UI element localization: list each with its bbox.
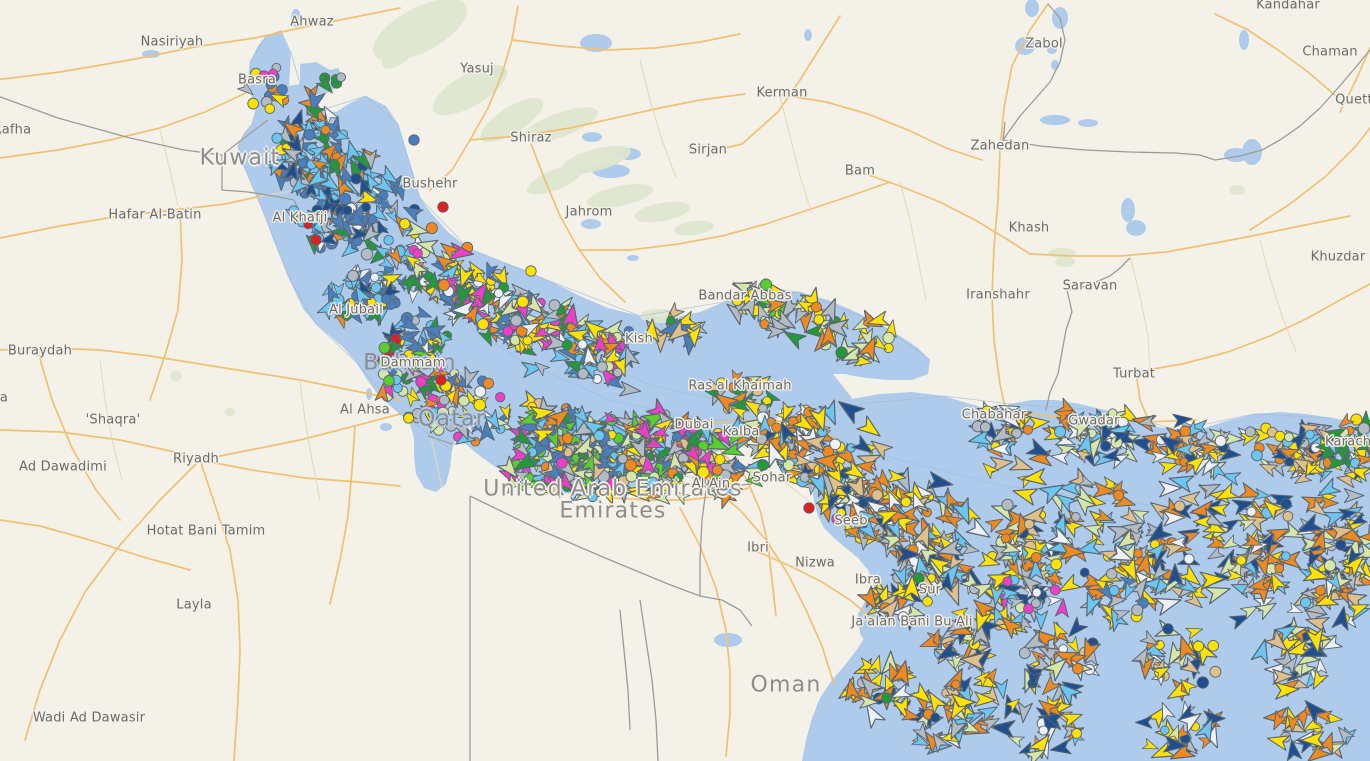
basemap [0, 0, 1370, 761]
vessel-traffic-map[interactable]: Kuwait Qatar Bahrain United Arab Emirates Em… [0, 0, 1370, 761]
